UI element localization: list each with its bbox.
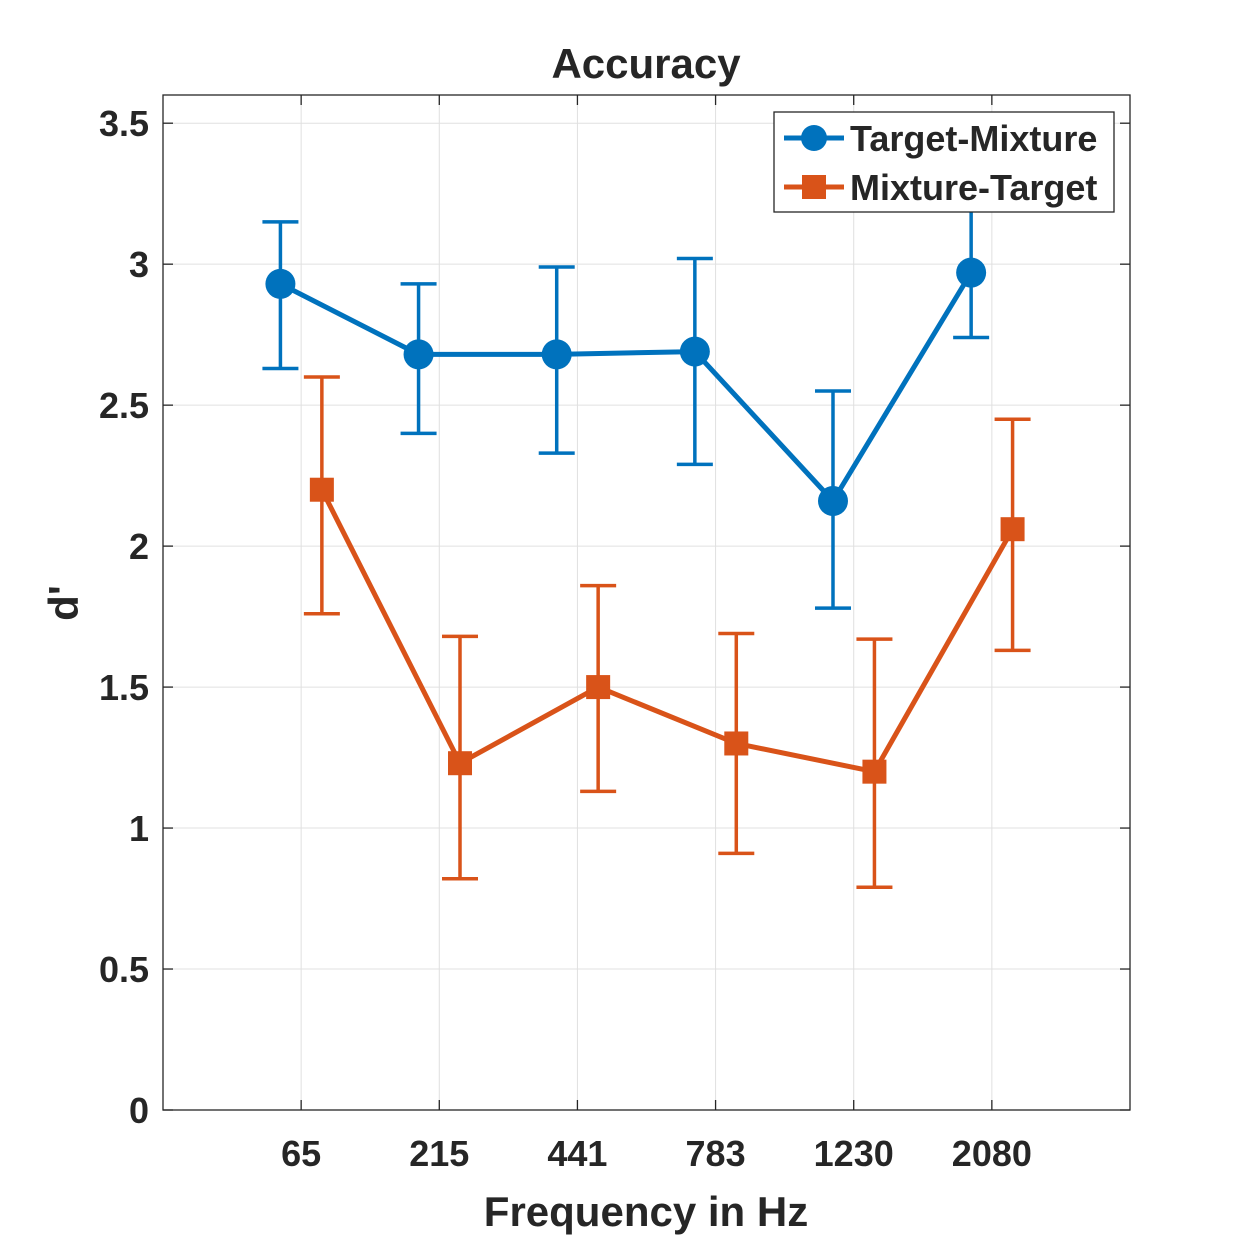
data-point-target-mixture xyxy=(679,336,710,367)
y-tick-label: 3 xyxy=(129,244,149,285)
data-point-mixture-target xyxy=(448,751,473,776)
series-target-mixture xyxy=(262,206,990,610)
x-tick-label: 1230 xyxy=(814,1133,894,1174)
chart-title: Accuracy xyxy=(551,40,741,87)
data-point-mixture-target xyxy=(1000,517,1025,542)
y-tick-label: 2 xyxy=(129,526,149,567)
data-point-target-mixture xyxy=(403,339,434,370)
data-point-mixture-target xyxy=(862,759,887,784)
legend: Target-Mixture Mixture-Target xyxy=(773,111,1115,213)
y-tick-label: 1.5 xyxy=(99,667,149,708)
legend-label-target-mixture: Target-Mixture xyxy=(850,118,1097,159)
data-point-mixture-target xyxy=(724,731,749,756)
grid xyxy=(163,95,1130,1110)
legend-label-mixture-target: Mixture-Target xyxy=(850,167,1097,208)
y-tick-label: 0.5 xyxy=(99,949,149,990)
series-line-target-mixture xyxy=(279,271,974,504)
data-point-target-mixture xyxy=(817,486,848,516)
axis-ticks: 0 0.5 1 1.5 2 2.5 3 3.5 65 215 441 783 1230 2080 xyxy=(99,95,1130,1174)
series-group xyxy=(262,206,1031,890)
legend-marker-circle xyxy=(801,125,827,151)
plot-area-frame xyxy=(162,94,1131,1111)
y-tick-label: 2.5 xyxy=(99,385,149,426)
data-point-mixture-target xyxy=(586,675,611,700)
x-tick-label: 783 xyxy=(686,1133,746,1174)
series-mixture-target xyxy=(303,375,1031,890)
x-tick-label: 215 xyxy=(409,1133,469,1174)
series-line-mixture-target xyxy=(319,488,1015,775)
data-point-mixture-target xyxy=(309,477,334,502)
y-tick-label: 3.5 xyxy=(99,103,149,144)
legend-entry-target-mixture: Target-Mixture xyxy=(784,118,1097,159)
data-point-target-mixture xyxy=(541,339,572,370)
legend-box xyxy=(773,111,1115,213)
data-point-target-mixture xyxy=(956,257,987,288)
x-tick-label: 65 xyxy=(281,1133,321,1174)
y-tick-label: 1 xyxy=(129,808,149,849)
x-tick-label: 2080 xyxy=(952,1133,1032,1174)
legend-marker-square xyxy=(802,175,826,199)
y-axis-label: d' xyxy=(40,585,87,621)
y-tick-label: 0 xyxy=(129,1090,149,1131)
x-axis-label: Frequency in Hz xyxy=(484,1188,808,1235)
legend-entry-mixture-target: Mixture-Target xyxy=(784,167,1097,208)
data-point-target-mixture xyxy=(265,268,296,299)
x-tick-label: 441 xyxy=(547,1133,607,1174)
